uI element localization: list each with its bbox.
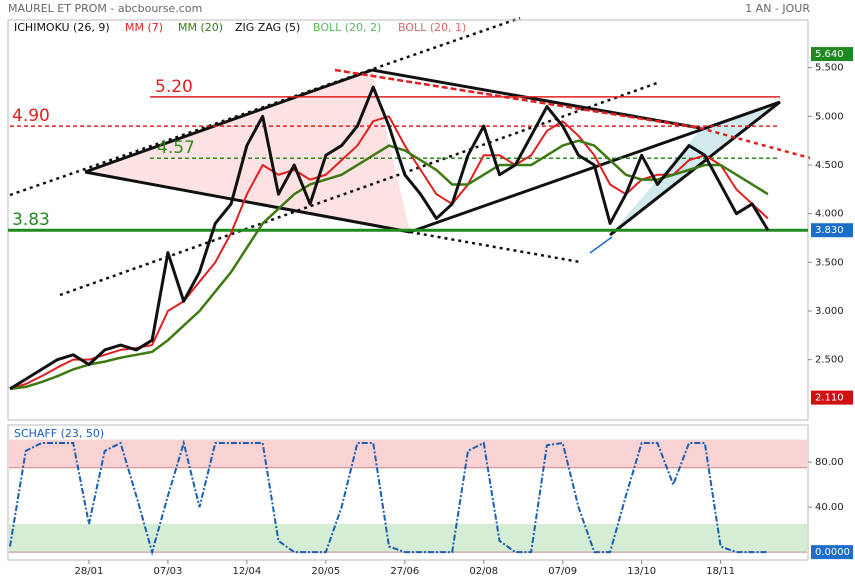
x-tick-label: 13/10 [627,566,656,577]
trend-line [84,68,373,174]
channel-line [409,230,581,264]
legend-item: ICHIMOKU (26, 9) [14,21,110,34]
trend-line [84,170,411,234]
legend-item: MM (20) [178,21,223,34]
x-tick-label: 12/04 [232,566,261,577]
pattern-shade [85,70,410,232]
y-tick-label: 4.500 [815,160,844,171]
y-tick-label: 3.000 [815,306,844,317]
price-marker [811,390,853,405]
legend-item: BOLL (20, 1) [398,21,466,34]
period: 1 AN - JOUR [745,2,810,15]
price-marker-label: 5.640 [815,49,844,60]
x-tick-label: 07/09 [548,566,577,577]
series-line [9,85,770,391]
y-tick-label: 4.000 [815,209,844,220]
level-label: 4.90 [12,106,50,126]
zone [9,524,807,553]
legend-item: MM (7) [125,21,163,34]
y-tick-label: 5.500 [815,63,844,74]
level-label: 3.83 [12,210,50,230]
price-marker [811,47,853,62]
y-tick-label: 40.00 [815,502,844,513]
channel-line [9,16,521,197]
ray [589,236,613,254]
schaff-line [9,439,768,556]
legend-item: BOLL (20, 2) [313,21,381,34]
x-tick-label: 20/05 [311,566,340,577]
y-tick-label: 5.000 [815,111,844,122]
channel-line [59,80,661,297]
x-tick-label: 28/01 [75,566,104,577]
x-tick-label: 07/03 [154,566,183,577]
chart-title: MAUREL ET PROM - abcbourse.com [8,2,202,15]
zone [9,439,807,468]
x-tick-label: 18/11 [706,566,735,577]
resistance-line [699,126,811,160]
legend-item: ZIG ZAG (5) [235,21,300,34]
trend-line [371,68,701,130]
y-tick-label: 2.500 [815,355,844,366]
y-tick-label: 80.00 [815,457,844,468]
indicator-title: SCHAFF (23, 50) [14,427,104,440]
main-frame [7,19,809,421]
x-tick-label: 27/06 [390,566,419,577]
resistance-line [334,68,701,130]
price-marker-label: 2.110 [815,393,844,404]
level-label: 4.57 [157,138,195,158]
value-marker [811,545,853,560]
lower-frame [7,424,809,561]
x-tick-label: 02/08 [469,566,498,577]
price-marker-label: 3.830 [815,225,844,236]
series-line [9,139,769,391]
value-marker-label: 0.0000 [815,547,850,558]
y-tick-label: 3.500 [815,257,844,268]
level-label: 5.20 [155,77,193,97]
price-marker [811,223,853,238]
